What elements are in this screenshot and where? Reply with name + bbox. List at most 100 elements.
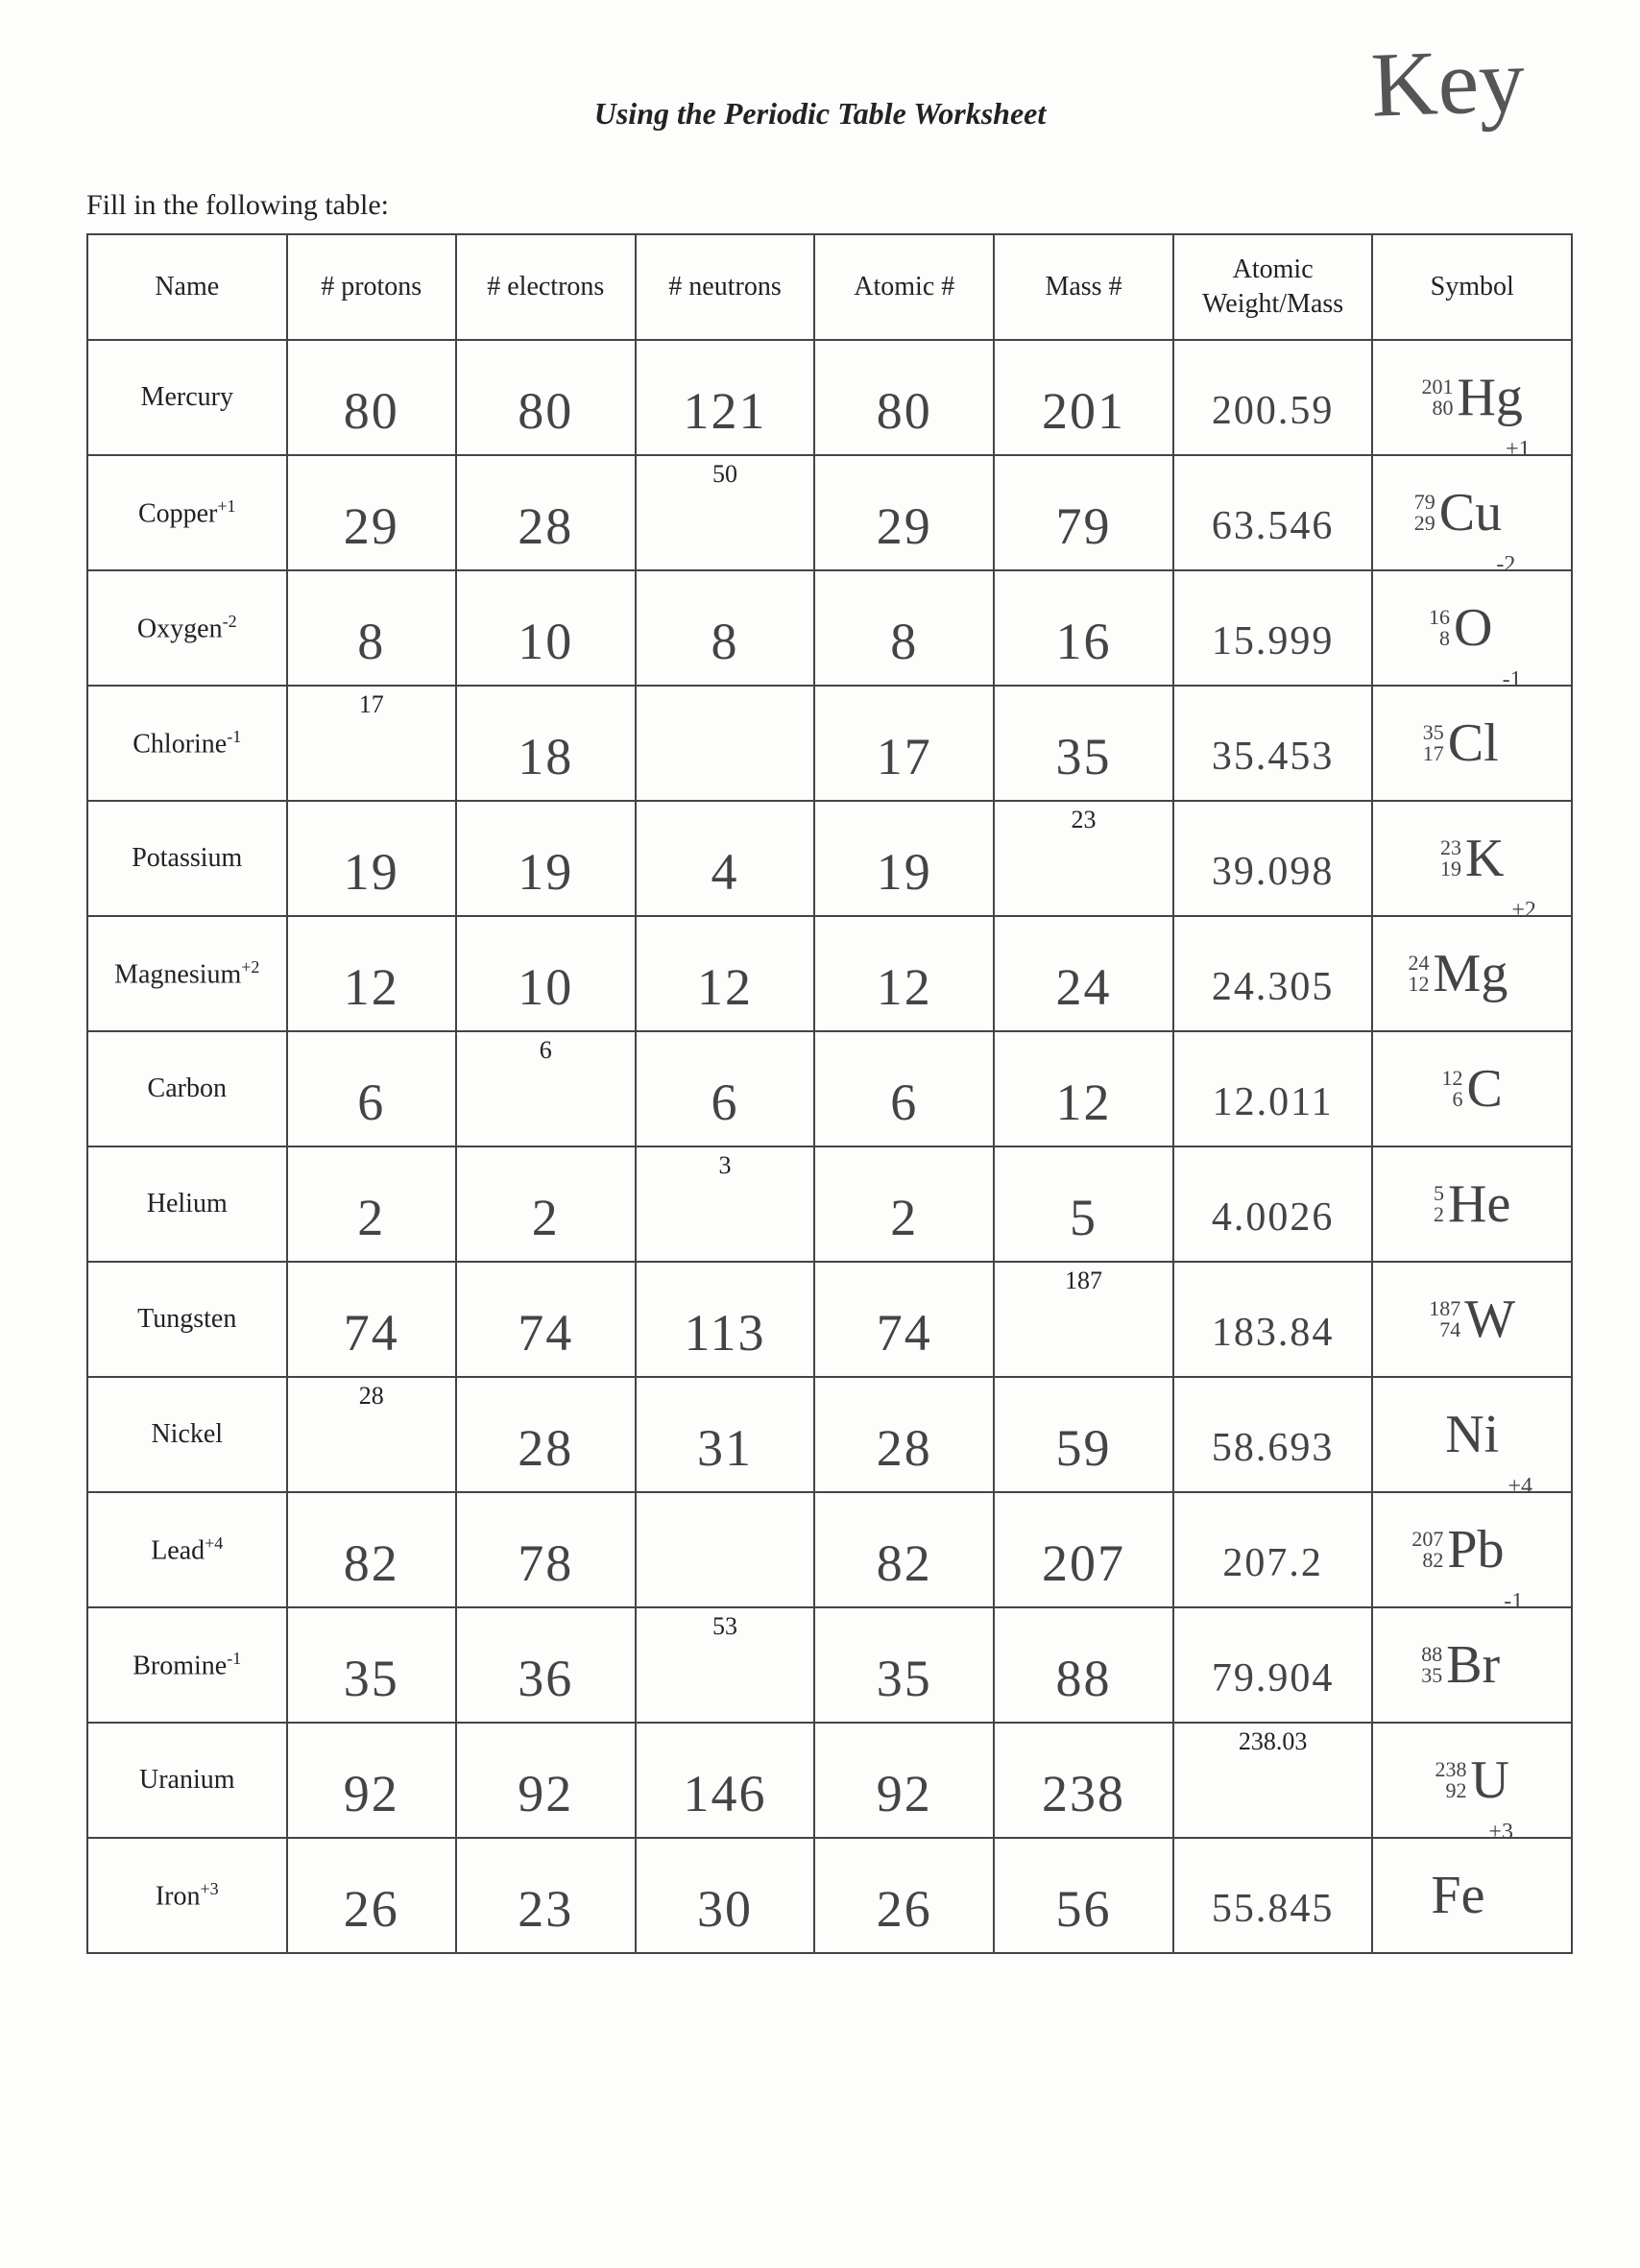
protons-cell: 35 <box>287 1607 456 1723</box>
mass-number-cell: 35 <box>994 686 1173 801</box>
table-row: Chlorine-11718173535.4533517Cl-1 <box>87 686 1572 801</box>
handwritten-value: 79.904 <box>1174 1631 1372 1699</box>
table-row: Bromine-1353653358879.9048835Br-1 <box>87 1607 1572 1723</box>
symbol-wrap: 168O-2 <box>1373 571 1571 685</box>
symbol-atomic-number: 80 <box>1432 398 1453 419</box>
handwritten-value: 55.845 <box>1174 1862 1372 1929</box>
handwritten-value: 10 <box>457 934 635 1013</box>
symbol-wrap: 20180Hg <box>1373 341 1571 454</box>
element-name: Mercury <box>141 382 233 412</box>
element-name: Potassium <box>132 843 242 873</box>
handwritten-value: 12 <box>637 934 814 1013</box>
element-name: Helium <box>147 1189 228 1218</box>
mass-number-cell: 59 <box>994 1377 1173 1492</box>
handwritten-value: 80 <box>457 358 635 437</box>
mass-number-cell: 16 <box>994 570 1173 686</box>
table-row: Copper+1292850297963.5467929Cu+1 <box>87 455 1572 570</box>
symbol-mass-number: 238 <box>1435 1759 1466 1780</box>
element-name: Uranium <box>139 1765 235 1795</box>
symbol-mass-number: 23 <box>1440 837 1461 858</box>
atomic-weight-cell: 4.0026 <box>1173 1146 1373 1262</box>
mass-number-cell: 12 <box>994 1031 1173 1146</box>
atomic-weight-cell: 238.03 <box>1173 1723 1373 1838</box>
protons-cell: 80 <box>287 340 456 455</box>
symbol-atomic-number: 35 <box>1421 1665 1442 1686</box>
handwritten-value: 17 <box>815 704 993 783</box>
element-name-cell: Uranium <box>87 1723 287 1838</box>
element-name-cell: Tungsten <box>87 1262 287 1377</box>
electrons-cell: 19 <box>456 801 636 916</box>
electrons-cell: 36 <box>456 1607 636 1723</box>
mass-number-cell: 88 <box>994 1607 1173 1723</box>
element-name-cell: Nickel <box>87 1377 287 1492</box>
element-name-cell: Lead+4 <box>87 1492 287 1607</box>
atomic-number-cell: 92 <box>814 1723 994 1838</box>
neutrons-cell: 31 <box>636 1377 815 1492</box>
symbol-cell: 168O-2 <box>1372 570 1572 686</box>
symbol-mass-number: 187 <box>1429 1298 1460 1319</box>
col-header-mass: Mass # <box>994 234 1173 340</box>
symbol-cell: 7929Cu+1 <box>1372 455 1572 570</box>
atomic-number-cell: 80 <box>814 340 994 455</box>
element-charge: -1 <box>227 1649 241 1668</box>
atomic-number-cell: 12 <box>814 916 994 1031</box>
table-row: Uranium929214692238238.0323892U <box>87 1723 1572 1838</box>
handwritten-value: 74 <box>288 1280 455 1359</box>
symbol-cell: 126C <box>1372 1031 1572 1146</box>
symbol-mass-atomic-stack: 2319 <box>1440 837 1461 880</box>
atomic-number-cell: 26 <box>814 1838 994 1953</box>
atomic-number-cell: 17 <box>814 686 994 801</box>
mass-number-cell: 5 <box>994 1146 1173 1262</box>
handwritten-value: 6 <box>815 1050 993 1128</box>
element-charge: +4 <box>205 1533 223 1553</box>
mass-number-cell: 79 <box>994 455 1173 570</box>
mass-number-cell: 238 <box>994 1723 1173 1838</box>
element-symbol: Cl <box>1448 716 1499 770</box>
handwritten-value: 92 <box>815 1741 993 1820</box>
element-name: Chlorine <box>133 729 227 759</box>
symbol-cell: 8835Br-1 <box>1372 1607 1572 1723</box>
handwritten-value: 201 <box>995 358 1172 437</box>
mass-number-cell: 187 <box>994 1262 1173 1377</box>
protons-cell: 8 <box>287 570 456 686</box>
symbol-wrap: 20782Pb+4 <box>1373 1493 1571 1606</box>
element-name: Nickel <box>151 1419 223 1449</box>
handwritten-value: 28 <box>457 1395 635 1474</box>
electrons-cell: 18 <box>456 686 636 801</box>
element-symbol: Hg <box>1457 371 1522 424</box>
element-symbol: He <box>1448 1177 1510 1231</box>
symbol-mass-atomic-stack: 18774 <box>1429 1298 1460 1340</box>
element-name: Bromine <box>133 1651 227 1680</box>
mass-number-cell: 23 <box>994 801 1173 916</box>
protons-cell: 74 <box>287 1262 456 1377</box>
element-name-cell: Mercury <box>87 340 287 455</box>
symbol-wrap: 8835Br-1 <box>1373 1608 1571 1722</box>
atomic-weight-cell: 63.546 <box>1173 455 1373 570</box>
symbol-cell: 2319K <box>1372 801 1572 916</box>
symbol-mass-number: 201 <box>1421 376 1453 398</box>
electrons-cell: 74 <box>456 1262 636 1377</box>
symbol-wrap: 2319K <box>1373 802 1571 915</box>
col-header-weight: Atomic Weight/Mass <box>1173 234 1373 340</box>
symbol-atomic-number: 8 <box>1439 628 1450 649</box>
col-header-electrons: # electrons <box>456 234 636 340</box>
symbol-mass-number: 35 <box>1423 722 1444 743</box>
handwritten-value: 78 <box>457 1510 635 1589</box>
protons-cell: 92 <box>287 1723 456 1838</box>
handwritten-value: 4.0026 <box>1174 1170 1372 1238</box>
table-row: Iron+3262330265655.845Fe+3 <box>87 1838 1572 1953</box>
electrons-cell: 2 <box>456 1146 636 1262</box>
element-charge: -1 <box>227 727 241 746</box>
handwritten-value: 2 <box>288 1165 455 1243</box>
handwritten-value: 8 <box>637 589 814 667</box>
handwritten-value: 113 <box>637 1280 814 1359</box>
given-value: 28 <box>288 1382 455 1411</box>
col-header-neutrons: # neutrons <box>636 234 815 340</box>
mass-number-cell: 201 <box>994 340 1173 455</box>
symbol-cell: 18774W <box>1372 1262 1572 1377</box>
table-row: Carbon66661212.011126C <box>87 1031 1572 1146</box>
atomic-number-cell: 74 <box>814 1262 994 1377</box>
symbol-cell: 3517Cl-1 <box>1372 686 1572 801</box>
protons-cell: 2 <box>287 1146 456 1262</box>
element-symbol: C <box>1467 1062 1503 1116</box>
